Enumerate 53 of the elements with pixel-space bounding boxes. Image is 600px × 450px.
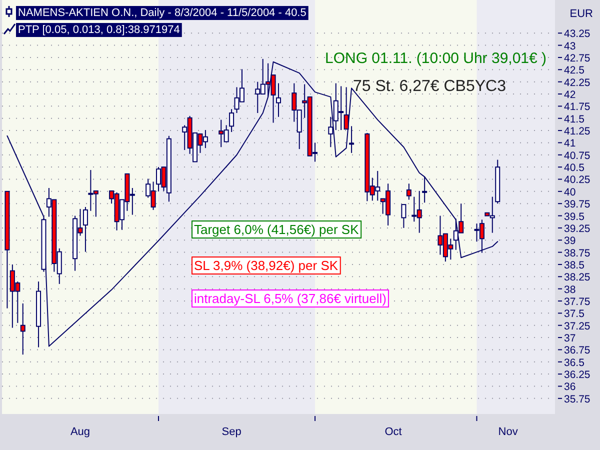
y-tick-label: 39.75 (564, 198, 590, 211)
candlestick (344, 86, 349, 130)
text: NAMENS-AKTIEN O.N., Daily - 8/3/2004 - 11/5/2004 - 40.5 (18, 7, 306, 19)
y-tick-label: 40 (564, 186, 576, 198)
y-tick-label: 36.5 (564, 356, 585, 369)
y-tick-label: 36.75 (564, 344, 590, 357)
annotation: 75 St. 6,27€ CB5YC3 (353, 78, 506, 95)
legend-label: PTP [0.05, 0.013, 0.8]:38.971974 (18, 24, 180, 36)
y-tick-label: 42.5 (564, 64, 585, 77)
y-tick-label: 38.25 (564, 272, 590, 284)
x-tick-label: Oct (384, 426, 402, 438)
y-tick-label: 41.5 (564, 113, 585, 126)
candlestick (276, 82, 281, 118)
y-tick-label: 36.25 (564, 369, 590, 382)
y-tick-label: 35.75 (564, 393, 590, 406)
y-tick-label: 39.25 (564, 222, 590, 235)
annotation: LONG 01.11. (10:00 Uhr 39,01€ ) (325, 50, 547, 67)
x-tick-label: Aug (70, 426, 90, 438)
candlestick (406, 183, 412, 200)
y-tick-label: 40.5 (564, 162, 585, 174)
y-tick-label: 43.25 (564, 28, 590, 40)
y-tick-label: 40.75 (564, 150, 590, 162)
candlestick (401, 204, 406, 228)
y-tick-label: 37.5 (564, 308, 585, 320)
y-tick-label: 40.25 (564, 174, 590, 186)
annotation: intraday-SL 6,5% (37,86€ virtuell) (194, 291, 386, 306)
y-tick-label: 37.75 (564, 296, 590, 308)
y-tick-label: 42.75 (564, 52, 590, 64)
y-tick-label: 42 (564, 89, 576, 101)
candlestick (422, 176, 428, 204)
y-tick-label: 38.75 (564, 247, 590, 260)
y-tick-label: 43 (564, 40, 576, 52)
x-tick-label: Sep (222, 426, 242, 438)
x-tick-label: Nov (498, 426, 518, 438)
y-tick-label: 39 (564, 235, 576, 248)
annotation: SL 3,9% (38,92€) per SK (194, 258, 338, 273)
y-tick-label: 38 (564, 284, 576, 296)
candlestick (328, 116, 334, 148)
y-tick-label: 37 (564, 332, 576, 345)
annotation: Target 6,0% (41,56€) per SK (194, 222, 360, 237)
candlestick (229, 108, 234, 132)
y-tick-label: 41.75 (564, 101, 590, 114)
y-tick-label: 41 (564, 138, 576, 150)
candlestick (349, 126, 354, 154)
y-tick-label: 42.25 (564, 76, 590, 89)
y-tick-label: 39.5 (564, 210, 585, 223)
y-tick-label: 41.25 (564, 126, 590, 138)
y-tick-label: 36 (564, 381, 576, 394)
y-axis-title: EUR (570, 8, 594, 20)
y-tick-label: 38.5 (564, 259, 585, 272)
candlestick (82, 206, 88, 252)
y-tick-label: 37.25 (564, 320, 590, 332)
candlestick (20, 302, 26, 356)
